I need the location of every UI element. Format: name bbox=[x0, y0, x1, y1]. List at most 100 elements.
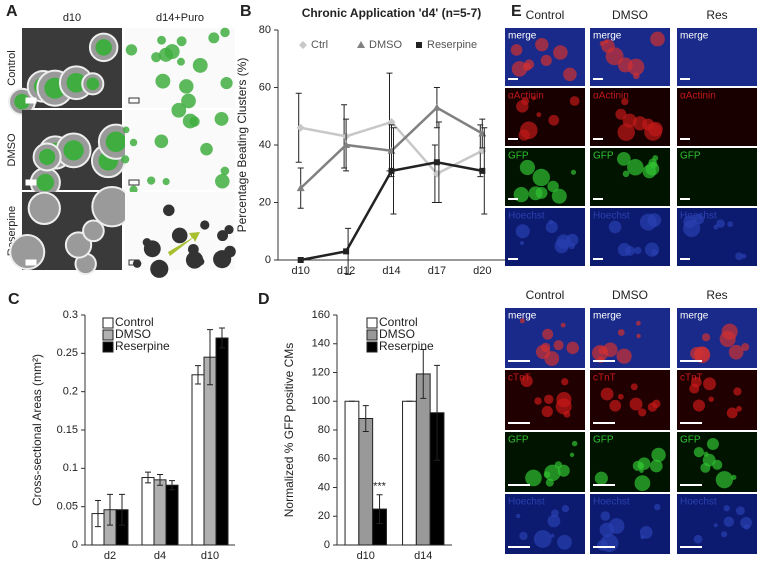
signal bbox=[519, 531, 528, 541]
chart-title: Chronic Application 'd4' (n=5-7) bbox=[302, 6, 482, 20]
y-tick-label: 0 bbox=[324, 539, 330, 551]
debris bbox=[200, 220, 210, 230]
signal bbox=[557, 534, 572, 550]
signal bbox=[518, 129, 530, 141]
error-bar bbox=[362, 405, 369, 432]
signal bbox=[540, 54, 552, 67]
gfp bbox=[63, 140, 84, 161]
panel-label: E bbox=[511, 3, 522, 20]
panel-label: B bbox=[240, 3, 252, 20]
scale-bar bbox=[593, 422, 615, 424]
channel-label: Hoechst bbox=[680, 211, 717, 222]
scale-bar bbox=[680, 258, 690, 260]
micrograph bbox=[677, 308, 757, 368]
signal bbox=[622, 170, 630, 178]
gfp bbox=[176, 36, 187, 47]
scale-bar bbox=[508, 138, 518, 140]
y-tick-label: 160 bbox=[312, 309, 330, 321]
cluster bbox=[64, 231, 93, 259]
legend-marker bbox=[299, 41, 307, 49]
signal bbox=[605, 47, 624, 66]
error-bar bbox=[169, 480, 175, 491]
annotation: *** bbox=[373, 481, 387, 493]
signal bbox=[545, 220, 558, 234]
debris bbox=[142, 238, 152, 247]
signal bbox=[521, 97, 530, 106]
scale-bar bbox=[680, 138, 690, 140]
gfp bbox=[36, 173, 55, 192]
channel-label: cTnT bbox=[508, 373, 531, 384]
signal bbox=[563, 67, 577, 82]
signal bbox=[733, 387, 742, 396]
signal bbox=[741, 343, 750, 352]
y-tick-label: 60 bbox=[318, 453, 330, 465]
x-tick-label: d10 bbox=[292, 265, 310, 277]
signal bbox=[520, 374, 533, 388]
signal bbox=[616, 348, 632, 364]
y-tick-label: 0.25 bbox=[57, 347, 78, 359]
debris bbox=[224, 225, 234, 235]
error-bar bbox=[195, 365, 201, 385]
signal bbox=[629, 397, 643, 411]
channel-label: Hoechst bbox=[508, 211, 545, 222]
gfp bbox=[220, 166, 230, 176]
gfp bbox=[171, 102, 187, 118]
signal bbox=[644, 242, 660, 257]
y-tick-label: 0.15 bbox=[57, 424, 78, 436]
signal bbox=[561, 378, 569, 386]
scale-bar bbox=[680, 78, 690, 80]
point bbox=[343, 248, 350, 255]
legend-swatch bbox=[366, 317, 378, 329]
signal bbox=[547, 514, 561, 528]
column-label: Control bbox=[526, 8, 565, 22]
x-tick-label: d20 bbox=[473, 265, 491, 277]
signal bbox=[638, 408, 647, 417]
y-tick-label: 20 bbox=[259, 196, 271, 208]
y-tick-label: 80 bbox=[318, 424, 330, 436]
signal bbox=[690, 346, 704, 361]
signal bbox=[551, 509, 559, 518]
gfp bbox=[214, 111, 229, 126]
signal bbox=[563, 410, 571, 418]
signal bbox=[519, 240, 525, 246]
signal bbox=[708, 396, 714, 402]
scale-bar bbox=[593, 258, 603, 260]
scale-bar bbox=[593, 138, 603, 140]
gfp bbox=[86, 77, 100, 91]
row-label: DMSO bbox=[6, 133, 18, 166]
column-label: DMSO bbox=[612, 288, 648, 302]
scale-bar bbox=[508, 422, 530, 424]
scale-bar bbox=[508, 360, 530, 362]
signal bbox=[735, 506, 745, 516]
signal bbox=[535, 38, 549, 52]
signal bbox=[743, 523, 750, 530]
micrograph bbox=[677, 88, 757, 146]
panel-label: A bbox=[6, 3, 18, 20]
signal bbox=[511, 61, 528, 77]
channel-label: αActinin bbox=[508, 91, 544, 102]
panel-label: C bbox=[8, 291, 20, 308]
x-tick-label: d4 bbox=[154, 550, 166, 562]
signal bbox=[689, 383, 700, 394]
signal bbox=[600, 534, 619, 553]
signal bbox=[735, 252, 744, 261]
signal bbox=[621, 98, 629, 106]
channel-label: GFP bbox=[508, 435, 529, 446]
gfp bbox=[129, 185, 138, 194]
signal bbox=[519, 318, 525, 324]
scale-bar bbox=[128, 259, 140, 266]
debris bbox=[150, 259, 169, 278]
scale-bar bbox=[508, 78, 518, 80]
legend-label: Control bbox=[379, 315, 418, 329]
signal bbox=[515, 513, 521, 519]
error-bar bbox=[107, 493, 113, 526]
signal bbox=[647, 402, 658, 412]
signal bbox=[636, 320, 641, 326]
signal bbox=[617, 123, 635, 141]
scale-bar bbox=[680, 422, 702, 424]
signal bbox=[531, 96, 536, 101]
point bbox=[342, 141, 351, 148]
gfp bbox=[147, 176, 156, 185]
signal bbox=[617, 329, 625, 336]
gfp bbox=[208, 32, 220, 44]
